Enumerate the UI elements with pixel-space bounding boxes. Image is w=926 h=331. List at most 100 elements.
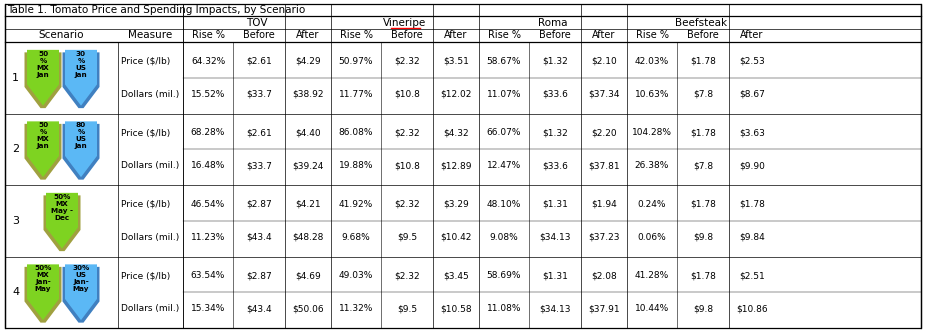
- Text: $37.91: $37.91: [588, 304, 619, 313]
- Text: 9.68%: 9.68%: [342, 233, 370, 242]
- Text: $10.8: $10.8: [394, 161, 419, 170]
- Text: $1.78: $1.78: [690, 128, 716, 137]
- Text: Roma: Roma: [538, 18, 568, 27]
- Text: $50.06: $50.06: [293, 304, 324, 313]
- Text: Price ($/lb): Price ($/lb): [121, 271, 170, 280]
- Text: $1.32: $1.32: [542, 128, 568, 137]
- Text: Vineripe: Vineripe: [383, 18, 427, 27]
- Text: $9.5: $9.5: [397, 304, 417, 313]
- Text: 41.92%: 41.92%: [339, 200, 373, 209]
- Text: 42.03%: 42.03%: [635, 57, 669, 66]
- Text: Dollars (mil.): Dollars (mil.): [121, 161, 180, 170]
- Text: Rise %: Rise %: [192, 30, 224, 40]
- Text: $10.86: $10.86: [736, 304, 768, 313]
- Polygon shape: [44, 195, 81, 251]
- Text: 19.88%: 19.88%: [339, 161, 373, 170]
- Text: $4.69: $4.69: [295, 271, 321, 280]
- Text: $2.08: $2.08: [591, 271, 617, 280]
- Text: $2.32: $2.32: [394, 128, 419, 137]
- Text: 11.32%: 11.32%: [339, 304, 373, 313]
- Text: $38.92: $38.92: [293, 90, 324, 99]
- Text: 63.54%: 63.54%: [191, 271, 225, 280]
- Text: 4: 4: [12, 287, 19, 297]
- Polygon shape: [24, 52, 61, 108]
- Text: 58.67%: 58.67%: [487, 57, 521, 66]
- Text: 104.28%: 104.28%: [632, 128, 672, 137]
- Text: 0.24%: 0.24%: [638, 200, 666, 209]
- Polygon shape: [62, 124, 99, 180]
- Text: $37.23: $37.23: [588, 233, 619, 242]
- Text: 9.08%: 9.08%: [490, 233, 519, 242]
- Text: $3.45: $3.45: [444, 271, 469, 280]
- Text: $4.29: $4.29: [295, 57, 320, 66]
- Text: After: After: [444, 30, 468, 40]
- Text: 26.38%: 26.38%: [635, 161, 669, 170]
- Text: $39.24: $39.24: [293, 161, 324, 170]
- Text: 50
%
MX
Jan: 50 % MX Jan: [37, 51, 49, 78]
- Text: 68.28%: 68.28%: [191, 128, 225, 137]
- Text: $37.34: $37.34: [588, 90, 619, 99]
- Text: 15.52%: 15.52%: [191, 90, 225, 99]
- Text: Dollars (mil.): Dollars (mil.): [121, 90, 180, 99]
- Text: 2: 2: [12, 144, 19, 154]
- Text: Rise %: Rise %: [340, 30, 372, 40]
- Text: $2.61: $2.61: [246, 57, 272, 66]
- Text: $3.29: $3.29: [444, 200, 469, 209]
- Text: $33.7: $33.7: [246, 90, 272, 99]
- Text: $2.20: $2.20: [591, 128, 617, 137]
- Text: Rise %: Rise %: [635, 30, 669, 40]
- Text: $1.78: $1.78: [690, 57, 716, 66]
- Text: $2.32: $2.32: [394, 200, 419, 209]
- Text: Scenario: Scenario: [39, 30, 84, 40]
- Text: 50%
MX
Jan-
May: 50% MX Jan- May: [34, 265, 52, 292]
- Text: 11.08%: 11.08%: [487, 304, 521, 313]
- Text: $7.8: $7.8: [693, 90, 713, 99]
- Text: 11.23%: 11.23%: [191, 233, 225, 242]
- Text: $1.78: $1.78: [690, 271, 716, 280]
- Text: $1.31: $1.31: [542, 271, 568, 280]
- Text: 30
%
US
Jan: 30 % US Jan: [75, 51, 87, 78]
- Text: $1.78: $1.78: [739, 200, 765, 209]
- Text: 80
%
US
Jan: 80 % US Jan: [75, 122, 87, 149]
- Text: 50.97%: 50.97%: [339, 57, 373, 66]
- Text: $2.53: $2.53: [739, 57, 765, 66]
- Polygon shape: [27, 50, 59, 106]
- Text: $2.61: $2.61: [246, 128, 272, 137]
- Text: $2.32: $2.32: [394, 271, 419, 280]
- Text: 15.34%: 15.34%: [191, 304, 225, 313]
- Text: Table 1. Tomato Price and Spending Impacts, by Scenario: Table 1. Tomato Price and Spending Impac…: [7, 5, 306, 15]
- Text: $2.10: $2.10: [591, 57, 617, 66]
- Text: Dollars (mil.): Dollars (mil.): [121, 233, 180, 242]
- Text: 0.06%: 0.06%: [638, 233, 667, 242]
- Text: $10.8: $10.8: [394, 90, 419, 99]
- Text: $10.42: $10.42: [440, 233, 471, 242]
- Text: Price ($/lb): Price ($/lb): [121, 200, 170, 209]
- Text: Beefsteak: Beefsteak: [675, 18, 727, 27]
- Text: 66.07%: 66.07%: [487, 128, 521, 137]
- Polygon shape: [27, 121, 59, 177]
- Text: Before: Before: [687, 30, 719, 40]
- Text: $9.90: $9.90: [739, 161, 765, 170]
- Text: Rise %: Rise %: [487, 30, 520, 40]
- Text: $8.67: $8.67: [739, 90, 765, 99]
- Polygon shape: [62, 267, 99, 323]
- Text: $9.84: $9.84: [739, 233, 765, 242]
- Text: $1.31: $1.31: [542, 200, 568, 209]
- Text: 86.08%: 86.08%: [339, 128, 373, 137]
- Text: 10.44%: 10.44%: [635, 304, 669, 313]
- Text: Price ($/lb): Price ($/lb): [121, 128, 170, 137]
- Polygon shape: [46, 193, 78, 249]
- Text: 50%
MX
May -
Dec: 50% MX May - Dec: [51, 194, 73, 221]
- Text: $9.8: $9.8: [693, 304, 713, 313]
- Text: 41.28%: 41.28%: [635, 271, 669, 280]
- Text: $43.4: $43.4: [246, 233, 272, 242]
- Text: 48.10%: 48.10%: [487, 200, 521, 209]
- Text: 50
%
MX
Jan: 50 % MX Jan: [37, 122, 49, 149]
- Text: After: After: [593, 30, 616, 40]
- Text: After: After: [296, 30, 319, 40]
- Text: Before: Before: [539, 30, 570, 40]
- Text: $12.02: $12.02: [440, 90, 471, 99]
- Text: 11.07%: 11.07%: [487, 90, 521, 99]
- Text: 49.03%: 49.03%: [339, 271, 373, 280]
- Text: $10.58: $10.58: [440, 304, 472, 313]
